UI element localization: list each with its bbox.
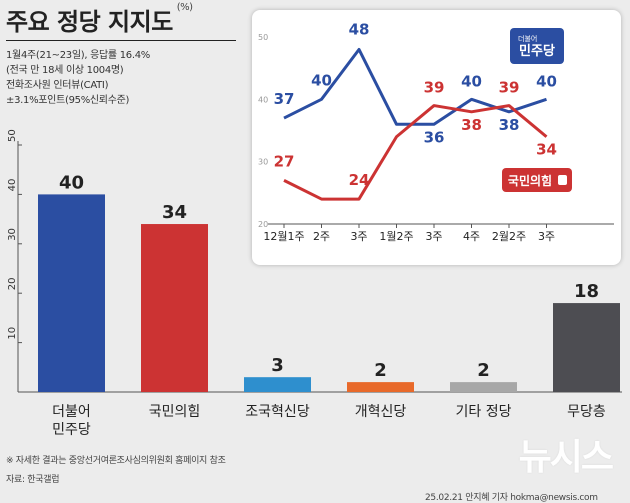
series-data-label: 48 (349, 20, 370, 38)
page-title: 주요 정당 지지도(%) (6, 2, 193, 37)
survey-meta-line: (전국 만 18세 이상 1004명) (6, 65, 124, 76)
bar (244, 377, 311, 392)
inset-x-tick-label: 12월1주 (263, 230, 304, 243)
category-label: 개혁신당 (355, 404, 407, 420)
inset-y-tick-label: 20 (258, 220, 268, 229)
inset-y-tick-label: 30 (258, 158, 268, 167)
survey-meta-line: 전화조사원 인터뷰(CATI) (6, 80, 109, 91)
bar (553, 303, 620, 392)
legend-tag-label: 국민의힘 (508, 173, 552, 188)
bar-value-label: 3 (271, 355, 284, 376)
bar (38, 194, 105, 392)
bar-value-label: 2 (477, 360, 490, 381)
category-label: 민주당 (52, 422, 91, 438)
series-line-democratic (283, 47, 547, 126)
newsis-logo: 뉴시스 (518, 437, 614, 478)
inset-x-tick-label: 2주 (313, 230, 330, 243)
inset-x-tick-label: 1월2주 (379, 230, 413, 243)
inset-x-tick-label: 4주 (463, 230, 480, 243)
unit-label: (%) (176, 2, 193, 13)
inset-x-tick-label: 3주 (538, 230, 555, 243)
series-data-label: 24 (349, 171, 370, 189)
legend-tag-ppp (502, 168, 572, 192)
survey-meta-line: ±3.1%포인트(95%신뢰수준) (6, 95, 130, 106)
y-tick-label: 20 (7, 277, 18, 290)
y-tick-label: 50 (7, 129, 18, 142)
y-tick-label: 40 (7, 179, 18, 192)
bar (450, 382, 517, 392)
series-data-label: 38 (499, 116, 520, 134)
series-data-label: 40 (461, 72, 482, 90)
category-label: 조국혁신당 (245, 404, 310, 420)
credit-line: 25.02.21 안지혜 기자 hokma@newsis.com (425, 493, 598, 503)
bar-value-label: 34 (162, 202, 187, 223)
bar-value-label: 2 (374, 360, 387, 381)
series-data-label: 34 (536, 141, 557, 159)
series-data-label: 40 (536, 72, 557, 90)
ppp-logo-icon (558, 175, 567, 185)
inset-y-tick-label: 40 (258, 95, 268, 104)
bar (141, 224, 208, 392)
series-data-label: 27 (274, 152, 295, 170)
category-label: 기타 정당 (456, 404, 512, 420)
category-label: 국민의힘 (149, 404, 201, 420)
bar-value-label: 18 (574, 281, 599, 302)
y-tick-label: 10 (7, 327, 18, 340)
series-data-label: 38 (461, 116, 482, 134)
series-data-label: 39 (499, 79, 520, 97)
bar (347, 382, 414, 392)
inset-x-tick-label: 3주 (425, 230, 442, 243)
series-data-label: 37 (274, 90, 295, 108)
line-chart: 20 30 40 50 12월1주 2주 3주 1월2주 3주 4주 2월2주 3주 37 40 48 36 4… (258, 20, 614, 243)
series-line-ppp (283, 104, 548, 201)
series-data-label: 39 (424, 79, 445, 97)
y-tick-label: 30 (7, 228, 18, 241)
bar-value-label: 40 (59, 172, 84, 193)
inset-x-tick-label: 3주 (350, 230, 367, 243)
legend-tag-democratic (510, 28, 564, 64)
survey-meta-line: 1월4주(21~23일), 응답률 16.4% (6, 50, 150, 61)
trend-inset: 20 30 40 50 12월1주 2주 3주 1월2주 3주 4주 2월2주 3주 37 40 48 36 4… (252, 10, 621, 265)
footnote: ※ 자세한 결과는 중앙선거여론조사심의위원회 홈페이지 참조 (6, 456, 226, 466)
inset-y-tick-label: 50 (258, 33, 268, 42)
title-divider (6, 40, 236, 41)
inset-x-tick-label: 2월2주 (492, 230, 526, 243)
category-label: 무당층 (567, 404, 606, 420)
series-data-label: 40 (311, 71, 332, 89)
category-label: 더불어 (52, 404, 91, 420)
legend-tag-label: 민주당 (519, 43, 555, 59)
source-label: 자료: 한국갤럽 (6, 475, 60, 485)
legend-tag-prefix: 더불어 (518, 34, 537, 43)
series-data-label: 36 (424, 128, 445, 146)
title-text: 주요 정당 지지도 (6, 8, 173, 36)
